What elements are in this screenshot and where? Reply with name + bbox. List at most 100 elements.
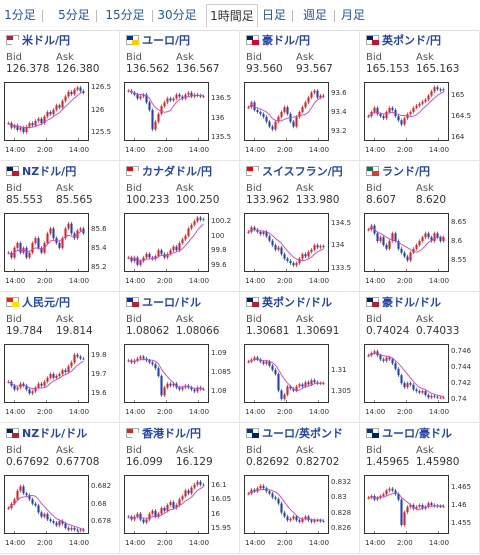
price-chart[interactable]: 126.5 126 125.5 14:00 2:00 14:00 — [4, 82, 116, 154]
candle-body — [385, 244, 388, 249]
price-chart[interactable]: 165 164.5 164 14:00 2:00 14:00 — [364, 82, 476, 154]
x-tick-label: 14:00 — [68, 146, 90, 154]
rate-card[interactable]: 豪ドル/ドル Bid Ask 0.74024 0.74033 0.746 0.74… — [360, 292, 480, 423]
ask-value: 1.08066 — [176, 325, 220, 337]
price-chart[interactable]: 134.5 134 133.5 14:00 2:00 14:00 — [244, 213, 356, 285]
candle-body — [7, 508, 10, 510]
pair-name[interactable]: NZドル/ドル — [22, 427, 88, 440]
pair-name[interactable]: スイスフラン/円 — [262, 165, 343, 178]
rate-card[interactable]: ランド/円 Bid Ask 8.607 8.620 8.65 8.6 8.55 14:… — [360, 161, 480, 292]
pair-name[interactable]: 英ポンド/円 — [382, 34, 442, 47]
x-tick-label: 14:00 — [245, 408, 266, 416]
price-chart[interactable]: 100.2 100 99.8 99.6 14:00 2:00 14:00 — [124, 213, 236, 285]
rate-card[interactable]: カナダドル/円 Bid Ask 100.233 100.250 100.2 100… — [120, 161, 240, 292]
tab-0[interactable]: 1分足 — [4, 8, 36, 22]
rate-card[interactable]: 豪ドル/円 Bid Ask 93.560 93.567 93.6 93.4 93.2… — [240, 30, 360, 161]
rate-card[interactable]: ユーロ/豪ドル Bid Ask 1.45965 1.45980 1.465 1.4… — [360, 423, 480, 554]
x-tick-label: 2:00 — [157, 408, 173, 416]
rate-card[interactable]: ユーロ/円 Bid Ask 136.562 136.567 136.5 136 13… — [120, 30, 240, 161]
candle-body — [166, 98, 169, 103]
rate-card[interactable]: 英ポンド/円 Bid Ask 165.153 165.163 165 164.5 1… — [360, 30, 480, 161]
candle-body — [412, 248, 415, 253]
candle-body — [43, 381, 46, 386]
candle-body — [400, 499, 403, 525]
pair-name[interactable]: 豪ドル/ドル — [382, 296, 442, 309]
pair-name[interactable]: 米ドル/円 — [22, 34, 71, 47]
candle-body — [172, 383, 175, 386]
pair-name[interactable]: ユーロ/豪ドル — [382, 427, 453, 440]
rate-card[interactable]: スイスフラン/円 Bid Ask 133.962 133.980 134.5 13… — [240, 161, 360, 292]
rate-card[interactable]: NZドル/ドル Bid Ask 0.67692 0.67708 0.682 0.6… — [0, 423, 120, 554]
rate-card[interactable]: 米ドル/円 Bid Ask 126.378 126.380 126.5 126 12… — [0, 30, 120, 161]
rate-card[interactable]: ユーロ/ドル Bid Ask 1.08062 1.08066 1.09 1.085… — [120, 292, 240, 423]
candle-body — [181, 96, 184, 99]
tab-1[interactable]: 5分足 — [58, 8, 90, 22]
pair-name[interactable]: 豪ドル/円 — [262, 34, 311, 47]
pair-name[interactable]: カナダドル/円 — [142, 165, 213, 178]
candle-body — [268, 491, 271, 494]
bid-value: 1.30681 — [246, 325, 290, 337]
pair-name[interactable]: 香港ドル/円 — [142, 427, 202, 440]
price-chart[interactable]: 93.6 93.4 93.2 14:00 2:00 14:00 — [244, 82, 356, 154]
price-chart[interactable]: 1.31 1.305 14:00 2:00 14:00 — [244, 344, 356, 416]
tab-4[interactable]: 1時間足 — [206, 4, 258, 28]
candle-body — [190, 387, 193, 390]
candle-body — [427, 95, 430, 100]
candle-body — [49, 112, 52, 115]
candle-body — [37, 383, 40, 388]
price-chart[interactable]: 0.832 0.83 0.828 0.826 14:00 2:00 14:00 — [244, 475, 356, 547]
moving-average-line — [8, 494, 84, 530]
candle-body — [430, 91, 433, 96]
price-chart[interactable]: 1.09 1.085 1.08 14:00 2:00 14:00 — [124, 344, 236, 416]
x-tick-label: 2:00 — [397, 539, 413, 547]
candle-body — [418, 505, 421, 507]
candle-body — [427, 395, 430, 398]
candle-body — [265, 361, 268, 364]
candle-body — [439, 506, 442, 508]
rate-card[interactable]: NZドル/円 Bid Ask 85.553 85.565 85.6 85.4 85.… — [0, 161, 120, 292]
candle-body — [424, 506, 427, 509]
candle-body — [52, 228, 55, 239]
candle-body — [157, 368, 160, 376]
tab-6[interactable]: 週足 — [302, 8, 327, 22]
y-tick-label: 136.5 — [211, 94, 232, 103]
candle-body — [184, 94, 187, 99]
candle-body — [127, 90, 130, 92]
price-chart[interactable]: 19.8 19.7 19.6 14:00 2:00 14:00 — [4, 344, 116, 416]
price-chart[interactable]: 0.746 0.744 0.742 0.74 14:00 2:00 14:00 — [364, 344, 476, 416]
pair-name[interactable]: 人民元/円 — [22, 296, 71, 309]
x-tick-label: 2:00 — [37, 146, 53, 154]
y-tick-label: 1.305 — [331, 386, 352, 395]
rate-card[interactable]: 香港ドル/円 Bid Ask 16.099 16.129 16.1 16.05 16… — [120, 423, 240, 554]
rate-card[interactable]: ユーロ/英ポンド Bid Ask 0.82692 0.82702 0.832 0.… — [240, 423, 360, 554]
candle-body — [22, 486, 25, 494]
moving-average-line — [128, 90, 204, 113]
price-chart[interactable]: 85.6 85.4 85.2 14:00 2:00 14:00 — [4, 213, 116, 285]
candle-body — [37, 505, 40, 513]
pair-name[interactable]: ランド/円 — [382, 165, 431, 178]
candle-body — [31, 391, 34, 394]
tab-2[interactable]: 15分足 — [105, 8, 145, 22]
candle-body — [436, 233, 439, 238]
candle-body — [52, 521, 55, 523]
rate-card[interactable]: 英ポンド/ドル Bid Ask 1.30681 1.30691 1.31 1.30… — [240, 292, 360, 423]
pair-name[interactable]: ユーロ/英ポンド — [262, 427, 344, 440]
tab-7[interactable]: 月足 — [340, 8, 365, 22]
pair-name[interactable]: ユーロ/ドル — [142, 296, 202, 309]
tab-5[interactable]: 日足 — [261, 8, 286, 22]
candle-body — [367, 229, 370, 231]
price-chart[interactable]: 136.5 136 135.5 14:00 2:00 14:00 — [124, 82, 236, 154]
pair-name[interactable]: ユーロ/円 — [142, 34, 191, 47]
pair-name[interactable]: NZドル/円 — [22, 165, 77, 178]
price-chart[interactable]: 8.65 8.6 8.55 14:00 2:00 14:00 — [364, 213, 476, 285]
candle-body — [322, 246, 325, 248]
pair-name[interactable]: 英ポンド/ドル — [262, 296, 333, 309]
candle-body — [292, 516, 295, 519]
price-chart[interactable]: 1.465 1.46 1.455 14:00 2:00 14:00 — [364, 475, 476, 547]
tab-separator — [152, 10, 153, 22]
tab-3[interactable]: 30分足 — [157, 8, 197, 22]
moving-average-line — [368, 352, 444, 398]
price-chart[interactable]: 0.682 0.68 0.678 14:00 2:00 14:00 — [4, 475, 116, 547]
price-chart[interactable]: 16.1 16.05 16 15.95 14:00 2:00 14:00 — [124, 475, 236, 547]
rate-card[interactable]: 人民元/円 Bid Ask 19.784 19.814 19.8 19.7 19.6… — [0, 292, 120, 423]
